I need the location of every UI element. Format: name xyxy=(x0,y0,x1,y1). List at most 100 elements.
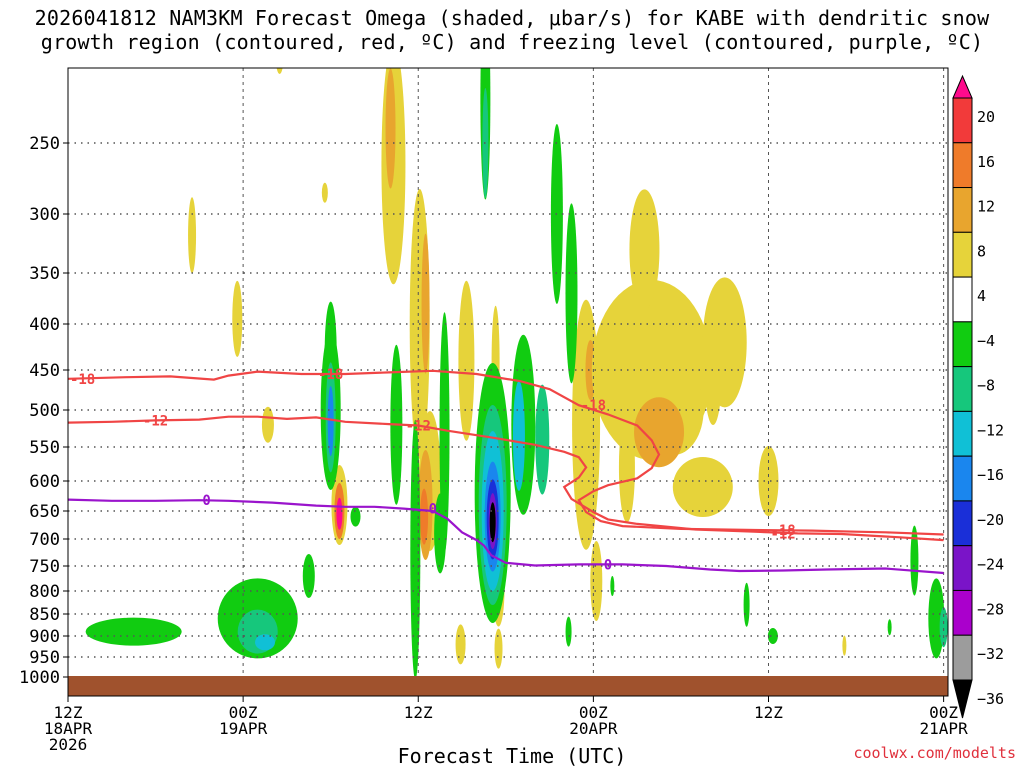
contour-label: 0 xyxy=(604,557,612,573)
x-tick-label: 12Z xyxy=(754,703,783,722)
contour-label: -18 xyxy=(770,523,795,539)
omega-region xyxy=(385,68,396,189)
x-tick-label: 00Z xyxy=(579,703,608,722)
y-tick-label: 750 xyxy=(29,557,60,577)
omega-region xyxy=(421,233,430,374)
omega-region xyxy=(590,541,603,621)
omega-shading xyxy=(85,68,948,680)
omega-region xyxy=(321,182,328,203)
colorbar-label: −8 xyxy=(977,377,995,395)
y-tick-label: 400 xyxy=(29,315,60,335)
y-tick-label: 600 xyxy=(29,472,60,492)
x-tick-label: 12Z xyxy=(404,703,433,722)
y-tick-label: 250 xyxy=(29,134,60,154)
contour-label: -18 xyxy=(70,372,95,388)
omega-region xyxy=(842,635,847,656)
y-tick-label: 550 xyxy=(29,438,60,458)
omega-region xyxy=(634,397,685,468)
omega-region xyxy=(327,386,334,457)
x-axis-title: Forecast Time (UTC) xyxy=(397,744,627,768)
colorbar-segment xyxy=(952,97,973,144)
colorbar: 20 16 12 8 4 −4 −8 −12 −16 −20 −24 −28 −32 −36 xyxy=(952,74,1004,719)
omega-region xyxy=(276,68,283,74)
colorbar-segment xyxy=(952,321,973,368)
omega-region xyxy=(336,497,343,530)
colorbar-segment xyxy=(952,366,973,412)
grid-lines xyxy=(67,68,948,696)
omega-region xyxy=(939,607,948,648)
y-tick-label: 950 xyxy=(29,648,60,668)
colorbar-bottom-arrow xyxy=(952,679,973,719)
colorbar-label: −4 xyxy=(977,332,995,350)
x-tick-label: 2026 xyxy=(49,735,88,754)
omega-region xyxy=(535,384,550,495)
y-tick-label: 900 xyxy=(29,627,60,647)
x-tick-label: 20APR xyxy=(569,719,618,738)
omega-region xyxy=(672,457,733,517)
colorbar-label: 16 xyxy=(977,153,995,171)
contour-label: -12 xyxy=(143,413,168,429)
x-tick-label: 12Z xyxy=(54,703,83,722)
colorbar-label: −28 xyxy=(977,600,1004,618)
colorbar-label: 8 xyxy=(977,242,986,260)
x-tick-label: 00Z xyxy=(229,703,258,722)
x-tick-label: 19APR xyxy=(219,719,268,738)
y-tick-label: 700 xyxy=(29,530,60,550)
x-tick-label: 18APR xyxy=(44,719,93,738)
y-tick-label: 1000 xyxy=(19,668,60,688)
colorbar-label: 20 xyxy=(977,108,995,126)
omega-region xyxy=(565,616,572,647)
contour-label: -18 xyxy=(581,398,606,414)
contour-label: 0 xyxy=(202,493,210,509)
colorbar-segment xyxy=(952,276,973,323)
y-tick-label: 300 xyxy=(29,205,60,225)
credit-text[interactable]: coolwx.com/modelts xyxy=(853,744,1016,762)
contour-label: 0 xyxy=(429,502,437,518)
y-tick-label: 650 xyxy=(29,502,60,522)
omega-region xyxy=(565,203,578,384)
omega-region xyxy=(767,628,778,644)
omega-region xyxy=(302,554,315,598)
y-tick-label: 500 xyxy=(29,401,60,421)
omega-region xyxy=(494,628,503,669)
colorbar-segment xyxy=(952,455,973,502)
omega-region xyxy=(512,380,525,491)
colorbar-segment xyxy=(952,500,973,547)
y-axis: 2503003504004505005506006507007508008509… xyxy=(19,134,68,688)
contour-label: -12 xyxy=(406,419,431,435)
contour-label: -12 xyxy=(770,526,795,542)
chart-title-line2: growth region (contoured, red, ºC) and f… xyxy=(40,30,984,54)
colorbar-segment xyxy=(952,142,973,189)
colorbar-top-arrow xyxy=(952,74,973,99)
omega-region xyxy=(188,197,197,274)
plot-frame xyxy=(67,67,949,697)
omega-region xyxy=(350,506,361,527)
omega-region xyxy=(887,619,892,636)
x-tick-label: 00Z xyxy=(929,703,958,722)
omega-region xyxy=(618,412,635,523)
x-tick-label: 21APR xyxy=(920,719,969,738)
colorbar-segment xyxy=(952,187,973,233)
omega-region xyxy=(610,576,615,596)
omega-region xyxy=(420,488,429,545)
colorbar-segment xyxy=(952,589,973,636)
omega-region xyxy=(629,189,660,310)
contour-line--18 xyxy=(68,369,944,536)
omega-region xyxy=(458,280,475,441)
omega-region xyxy=(704,315,723,425)
omega-region xyxy=(255,634,276,651)
omega-region xyxy=(455,624,466,665)
contour-line-0 xyxy=(68,498,944,575)
colorbar-label: −24 xyxy=(977,556,1004,574)
colorbar-segment xyxy=(952,231,973,278)
omega-region xyxy=(261,406,274,443)
colorbar-segment xyxy=(952,634,973,681)
colorbar-segment xyxy=(952,545,973,591)
colorbar-label: 12 xyxy=(977,198,995,216)
chart-title-line1: 2026041812 NAM3KM Forecast Omega (shaded… xyxy=(34,6,990,30)
y-tick-label: 850 xyxy=(29,605,60,625)
y-tick-label: 800 xyxy=(29,582,60,602)
